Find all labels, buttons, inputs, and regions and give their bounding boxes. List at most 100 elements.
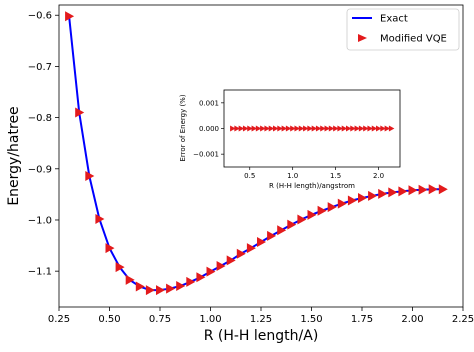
error-point	[376, 125, 382, 132]
legend-box	[346, 8, 460, 51]
error-point	[294, 125, 300, 132]
error-point	[367, 125, 373, 132]
error-point	[363, 125, 369, 132]
main-x-tick-label: 1.00	[199, 314, 221, 325]
error-point	[251, 125, 258, 132]
inset-x-tick-label: 1.5	[330, 172, 341, 180]
error-point	[371, 125, 378, 132]
main-y-tick-label: −0.8	[28, 113, 52, 124]
vqe-point	[267, 230, 277, 241]
main-x-axis-title: R (H-H length/A)	[204, 328, 319, 344]
legend-vqe-label: Modified VQE	[380, 34, 447, 45]
vqe-point	[85, 170, 95, 181]
vqe-point	[166, 283, 176, 294]
vqe-point	[277, 225, 287, 236]
main-x-tick-label: 1.75	[351, 314, 373, 325]
error-point	[350, 125, 356, 132]
error-point	[324, 125, 331, 132]
vqe-point	[327, 202, 337, 213]
error-point	[238, 125, 245, 132]
vqe-point	[226, 255, 236, 266]
inset-y-axis-title: Error of Energy (%)	[179, 94, 187, 161]
vqe-point	[125, 274, 135, 285]
legend: Exact Modified VQE	[346, 8, 460, 51]
error-point	[307, 125, 313, 132]
error-point	[388, 125, 395, 132]
main-x-ticks: 0.25 0.50 0.75 1.00 1.25 1.50 1.75 2.00 2.25	[48, 307, 474, 325]
vqe-point	[257, 236, 266, 247]
inset-x-tick-label: 0.5	[244, 172, 255, 180]
error-point	[273, 125, 279, 132]
error-point	[337, 125, 343, 132]
vqe-point	[337, 198, 347, 209]
vqe-point	[176, 281, 186, 292]
error-point	[264, 125, 270, 132]
error-point	[268, 125, 275, 132]
vqe-point	[105, 243, 115, 254]
vqe-point	[347, 195, 357, 206]
vqe-point	[75, 107, 85, 118]
error-point	[358, 125, 365, 132]
vqe-point	[246, 243, 256, 254]
vqe-point	[95, 213, 105, 224]
vqe-point	[378, 188, 388, 199]
main-y-tick-label: −1.1	[28, 267, 52, 278]
error-point	[315, 125, 322, 132]
inset-x-tick-label: 1.0	[287, 172, 298, 180]
error-point	[281, 125, 288, 132]
main-y-tick-label: −1.0	[28, 215, 52, 226]
vqe-point	[115, 262, 125, 273]
main-y-tick-label: −0.6	[28, 11, 52, 22]
vqe-point	[307, 209, 317, 220]
vqe-point	[438, 184, 448, 195]
inset-x-ticks: 0.5 1.0 1.5 2.0	[244, 167, 384, 180]
vqe-point	[428, 184, 438, 195]
main-x-tick-label: 2.25	[452, 314, 474, 325]
inset-x-axis-title: R (H-H length)/angstrom	[269, 182, 355, 190]
vqe-point	[287, 219, 297, 230]
error-point	[345, 125, 352, 132]
vqe-point	[398, 186, 408, 197]
error-point	[303, 125, 309, 132]
vqe-point	[418, 184, 428, 195]
inset-y-ticks: 0.001 0.000 −0.001	[193, 99, 224, 159]
error-point	[354, 125, 361, 132]
inset-y-tick-label: −0.001	[193, 151, 219, 159]
inset-y-tick-label: 0.000	[199, 125, 219, 133]
error-point	[242, 125, 249, 132]
error-point	[311, 125, 318, 132]
error-point	[260, 125, 266, 132]
error-point	[328, 125, 335, 132]
vqe-point	[196, 272, 206, 283]
main-y-tick-label: −0.9	[28, 164, 52, 175]
vqe-point	[145, 285, 155, 296]
main-y-axis-title: Energy/hatree	[6, 106, 22, 205]
main-x-tick-label: 1.50	[300, 314, 322, 325]
error-point	[341, 125, 348, 132]
error-point	[230, 125, 236, 132]
vqe-point	[236, 248, 246, 259]
vqe-point	[358, 192, 367, 203]
vqe-point	[297, 214, 307, 225]
error-point	[290, 125, 296, 132]
error-point	[384, 125, 391, 132]
legend-vqe-swatch	[358, 34, 367, 42]
legend-exact-label: Exact	[380, 14, 408, 25]
error-point	[320, 125, 326, 132]
main-x-tick-label: 0.75	[149, 314, 171, 325]
vqe-point	[368, 190, 378, 201]
vqe-point	[408, 185, 418, 196]
main-series-layer	[65, 11, 448, 296]
error-point	[285, 125, 292, 132]
error-point	[333, 125, 339, 132]
vqe-point	[186, 276, 196, 287]
main-y-tick-label: −0.7	[28, 62, 52, 73]
main-x-tick-label: 2.00	[401, 314, 423, 325]
main-y-ticks: −0.6 −0.7 −0.8 −0.9 −1.0 −1.1	[28, 11, 59, 278]
vqe-point	[317, 205, 327, 216]
vqe-point	[206, 266, 216, 277]
main-x-tick-label: 1.25	[250, 314, 272, 325]
vqe-point	[65, 11, 75, 22]
vqe-point	[135, 281, 145, 292]
